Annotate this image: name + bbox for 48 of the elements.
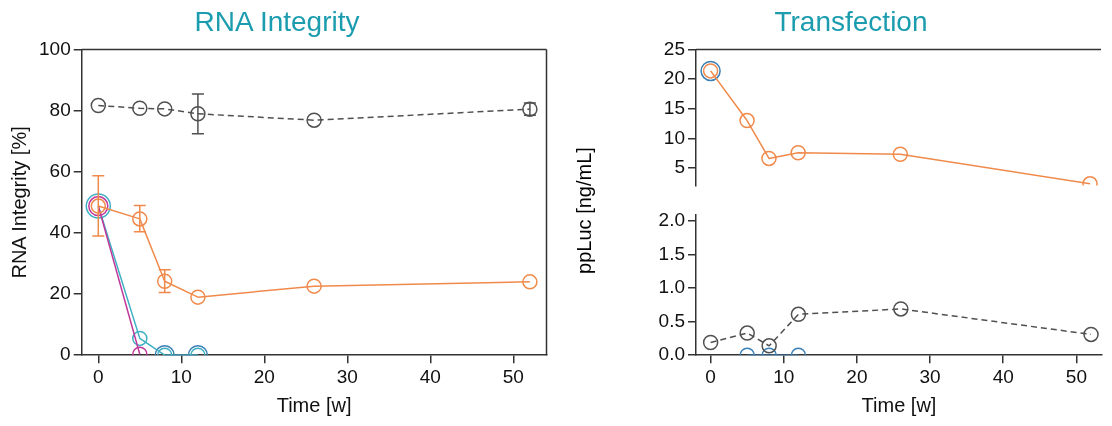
point xyxy=(132,211,148,227)
point xyxy=(892,146,909,163)
point xyxy=(190,106,206,122)
y-tick-label: 20 xyxy=(49,282,71,304)
y-tick-label: 2.0 xyxy=(658,209,685,231)
y-tick-label: 1.0 xyxy=(658,276,685,298)
x-tick-label: 0 xyxy=(705,365,716,387)
x-tick-label: 50 xyxy=(502,365,524,387)
point xyxy=(522,274,538,290)
x-tick-label: 20 xyxy=(253,365,275,387)
chart-title: Transfection xyxy=(774,5,928,37)
y-tick-label: 100 xyxy=(39,37,71,59)
y-tick-label: 20 xyxy=(663,67,685,89)
point xyxy=(132,100,148,117)
y-tick-label: 10 xyxy=(663,126,685,148)
y-tick-label: 60 xyxy=(49,160,71,182)
x-tick-label: 50 xyxy=(1065,365,1087,387)
point xyxy=(156,273,173,289)
y-tick-label: 40 xyxy=(49,221,71,243)
y-tick-label: 1.5 xyxy=(658,242,685,264)
y-tick-label: 0.5 xyxy=(658,309,685,331)
chart-title: RNA Integrity xyxy=(194,5,360,37)
point xyxy=(306,112,322,128)
point xyxy=(739,112,755,129)
y-tick-label: 15 xyxy=(663,96,685,118)
x-tick-label: 40 xyxy=(419,365,441,387)
y-tick-label: 0.0 xyxy=(658,343,685,365)
point xyxy=(156,101,173,117)
point xyxy=(790,145,806,161)
point xyxy=(190,289,206,305)
y-axis-title: ppLuc [ng/mL] xyxy=(572,146,596,274)
y-tick-label: 5 xyxy=(674,156,685,178)
x-tick-label: 40 xyxy=(992,365,1014,387)
point xyxy=(90,97,107,114)
x-tick-label: 0 xyxy=(93,365,104,387)
y-axis-title: RNA Integrity [%] xyxy=(7,126,30,279)
x-tick-label: 10 xyxy=(773,365,795,387)
x-tick-label: 20 xyxy=(846,365,868,387)
y-tick-label: 80 xyxy=(49,98,71,120)
y-tick-label: 25 xyxy=(663,37,685,59)
x-tick-label: 30 xyxy=(336,365,358,387)
point xyxy=(761,150,777,167)
y-tick-label: 0 xyxy=(60,343,71,365)
point xyxy=(306,278,322,294)
x-axis-title: Time [w] xyxy=(861,393,937,416)
x-axis-title: Time [w] xyxy=(276,393,352,416)
x-tick-label: 10 xyxy=(170,365,192,387)
x-tick-label: 30 xyxy=(919,365,941,387)
